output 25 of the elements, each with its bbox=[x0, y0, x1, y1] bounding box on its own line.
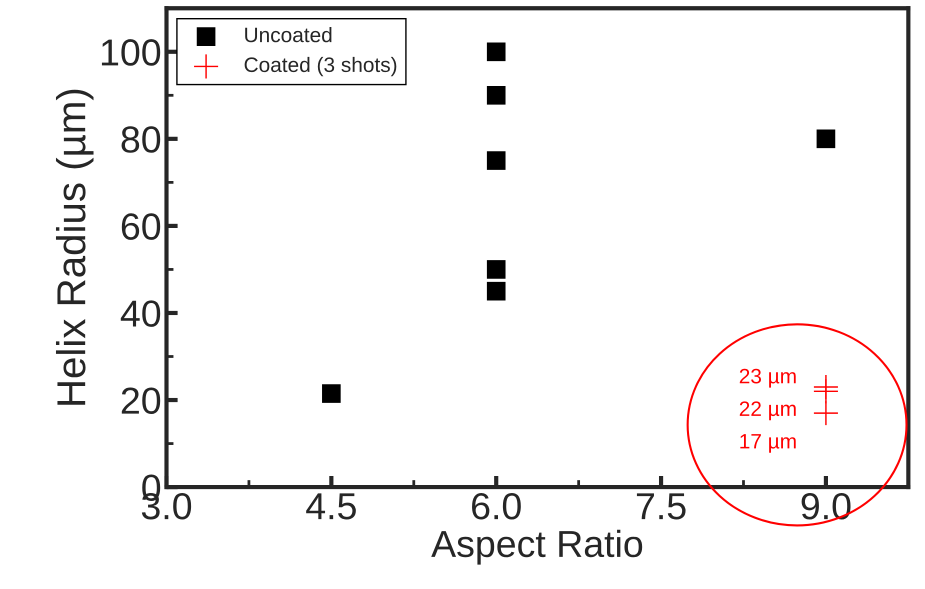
y-tick-label: 100 bbox=[102, 39, 160, 66]
point bbox=[486, 42, 506, 62]
y-tick-label: 80 bbox=[122, 126, 160, 153]
y-tick-label: 40 bbox=[120, 300, 160, 327]
point bbox=[486, 282, 506, 301]
legend-label: Coated (3 shots) bbox=[244, 56, 396, 76]
point bbox=[814, 379, 838, 404]
annotation: 22 µm bbox=[740, 401, 796, 420]
point bbox=[816, 130, 836, 148]
x-tick-label: 9.0 bbox=[802, 492, 851, 520]
y-axis-title: Helix Radius (µm) bbox=[56, 90, 94, 405]
x-tick-label: 4.5 bbox=[306, 493, 356, 520]
point bbox=[486, 260, 506, 279]
point bbox=[322, 384, 341, 403]
x-tick-label: 6.0 bbox=[472, 492, 521, 520]
x-axis-title: Aspect Ratio bbox=[431, 530, 642, 565]
y-tick-label: 60 bbox=[122, 213, 160, 240]
point bbox=[486, 86, 506, 105]
legend-label: Uncoated bbox=[245, 26, 332, 42]
annotation: 23 µm bbox=[740, 368, 796, 388]
x-tick-label: 7.5 bbox=[636, 493, 686, 520]
annotation: 17 µm bbox=[740, 434, 796, 453]
point bbox=[814, 401, 838, 426]
point bbox=[486, 151, 506, 170]
y-tick-label: 20 bbox=[122, 387, 160, 414]
